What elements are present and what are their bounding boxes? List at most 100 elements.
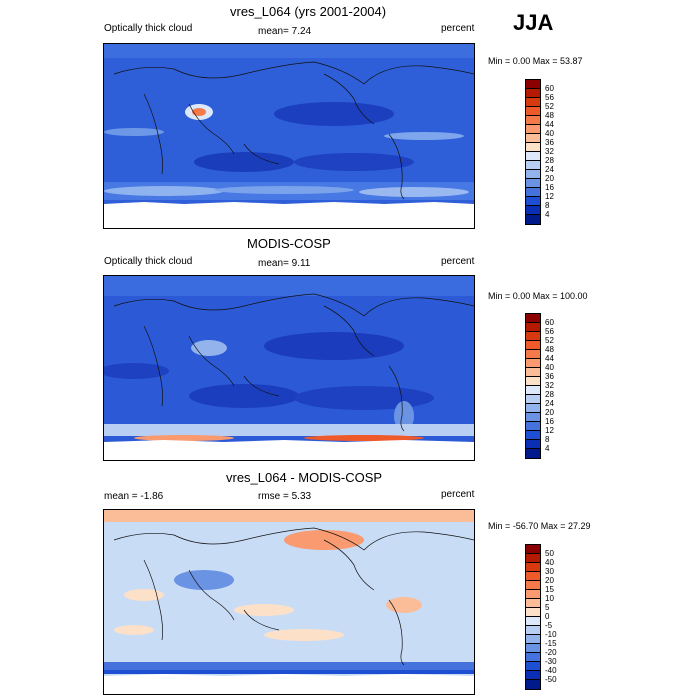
colorbar-tick-label: -15 xyxy=(545,639,557,648)
colorbar-swatch xyxy=(526,395,540,404)
colorbar-tick-label: 56 xyxy=(545,93,554,102)
colorbar-tick-label: 44 xyxy=(545,354,554,363)
colorbar-swatch xyxy=(526,197,540,206)
colorbar-swatch xyxy=(526,116,540,125)
colorbar-difference xyxy=(525,544,541,690)
colorbar-tick-label: 12 xyxy=(545,426,554,435)
colorbar-swatch xyxy=(526,143,540,152)
colorbar-tick-label: 16 xyxy=(545,183,554,192)
colorbar-observations xyxy=(525,313,541,459)
colorbar-tick-label: 40 xyxy=(545,558,554,567)
minmax-label: Min = 0.00 Max = 100.00 xyxy=(488,291,588,301)
colorbar-swatch xyxy=(526,386,540,395)
colorbar-tick-label: 36 xyxy=(545,372,554,381)
colorbar-tick-label: 28 xyxy=(545,390,554,399)
panel-title: vres_L064 - MODIS-COSP xyxy=(226,470,383,485)
colorbar-tick-label: 52 xyxy=(545,336,554,345)
colorbar-tick-label: 5 xyxy=(545,603,550,612)
colorbar-swatch xyxy=(526,413,540,422)
colorbar-tick-label: 0 xyxy=(545,612,550,621)
colorbar-swatch xyxy=(526,179,540,188)
colorbar-tick-label: 40 xyxy=(545,129,554,138)
colorbar-tick-label: 56 xyxy=(545,327,554,336)
colorbar-tick-label: -10 xyxy=(545,630,557,639)
colorbar-swatch xyxy=(526,161,540,170)
colorbar-tick-label: 4 xyxy=(545,210,550,219)
colorbar-tick-label: 50 xyxy=(545,549,554,558)
colorbar-swatch xyxy=(526,89,540,98)
cloud-map-observations xyxy=(103,275,475,461)
colorbar-swatch xyxy=(526,377,540,386)
colorbar-swatch xyxy=(526,188,540,197)
panel-title: MODIS-COSP xyxy=(247,236,331,251)
colorbar-tick-label: 48 xyxy=(545,111,554,120)
colorbar-swatch xyxy=(526,590,540,599)
colorbar-swatch xyxy=(526,581,540,590)
colorbar-tick-label: 8 xyxy=(545,201,550,210)
minmax-label: Min = -56.70 Max = 27.29 xyxy=(488,521,591,531)
colorbar-tick-label: 40 xyxy=(545,363,554,372)
colorbar-swatch xyxy=(526,440,540,449)
colorbar-swatch xyxy=(526,332,540,341)
colorbar-swatch xyxy=(526,554,540,563)
colorbar-swatch xyxy=(526,608,540,617)
colorbar-tick-label: 12 xyxy=(545,192,554,201)
colorbar-swatch xyxy=(526,635,540,644)
units-label: percent xyxy=(441,23,475,34)
colorbar-tick-label: 32 xyxy=(545,381,554,390)
colorbar-swatch xyxy=(526,215,540,224)
units-label: percent xyxy=(441,489,475,500)
colorbar-model xyxy=(525,79,541,225)
units-label: percent xyxy=(441,256,475,267)
colorbar-swatch xyxy=(526,107,540,116)
mean-label: mean = -1.86 xyxy=(104,491,164,502)
colorbar-tick-label: 48 xyxy=(545,345,554,354)
rmse-label: rmse = 5.33 xyxy=(258,491,312,502)
colorbar-swatch xyxy=(526,206,540,215)
colorbar-tick-label: 4 xyxy=(545,444,550,453)
colorbar-tick-label: 60 xyxy=(545,84,554,93)
season-label: JJA xyxy=(513,10,554,35)
colorbar-swatch xyxy=(526,170,540,179)
colorbar-tick-label: 15 xyxy=(545,585,554,594)
colorbar-swatch xyxy=(526,359,540,368)
colorbar-tick-label: 52 xyxy=(545,102,554,111)
colorbar-swatch xyxy=(526,617,540,626)
cloud-map-model xyxy=(103,43,475,229)
colorbar-swatch xyxy=(526,653,540,662)
colorbar-tick-label: 36 xyxy=(545,138,554,147)
colorbar-swatch xyxy=(526,152,540,161)
colorbar-swatch xyxy=(526,449,540,458)
colorbar-swatch xyxy=(526,314,540,323)
colorbar-swatch xyxy=(526,422,540,431)
colorbar-tick-label: 60 xyxy=(545,318,554,327)
colorbar-swatch xyxy=(526,563,540,572)
variable-label: Optically thick cloud xyxy=(104,23,193,34)
colorbar-tick-label: -50 xyxy=(545,675,557,684)
colorbar-tick-label: -5 xyxy=(545,621,553,630)
colorbar-tick-label: 32 xyxy=(545,147,554,156)
colorbar-segments xyxy=(526,545,540,689)
colorbar-swatch xyxy=(526,323,540,332)
colorbar-segments xyxy=(526,80,540,224)
colorbar-swatch xyxy=(526,404,540,413)
colorbar-swatch xyxy=(526,341,540,350)
colorbar-tick-label: 30 xyxy=(545,567,554,576)
panel-title: vres_L064 (yrs 2001-2004) xyxy=(230,4,387,19)
colorbar-swatch xyxy=(526,368,540,377)
colorbar-swatch xyxy=(526,98,540,107)
colorbar-tick-label: -30 xyxy=(545,657,557,666)
minmax-label: Min = 0.00 Max = 53.87 xyxy=(488,56,583,66)
colorbar-swatch xyxy=(526,431,540,440)
colorbar-swatch xyxy=(526,134,540,143)
colorbar-swatch xyxy=(526,599,540,608)
colorbar-tick-label: 8 xyxy=(545,435,550,444)
colorbar-tick-label: 20 xyxy=(545,576,554,585)
colorbar-tick-label: 10 xyxy=(545,594,554,603)
colorbar-tick-label: 44 xyxy=(545,120,554,129)
cloud-map-difference xyxy=(103,509,475,695)
colorbar-swatch xyxy=(526,662,540,671)
colorbar-swatch xyxy=(526,350,540,359)
colorbar-tick-label: 16 xyxy=(545,417,554,426)
colorbar-swatch xyxy=(526,644,540,653)
